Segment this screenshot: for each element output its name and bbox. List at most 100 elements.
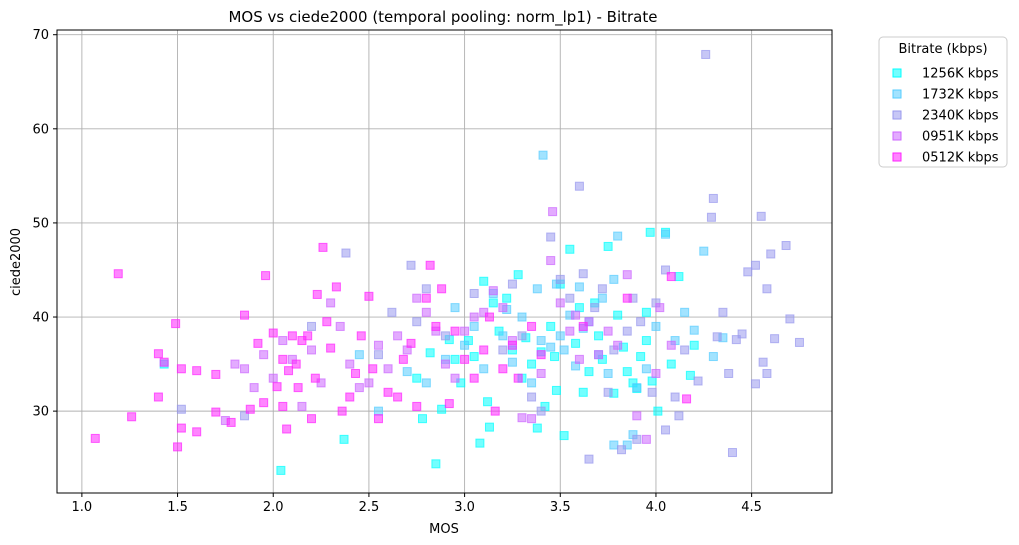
data-point [781,241,791,251]
data-point [532,284,542,294]
data-point [307,321,317,331]
data-point [498,303,508,313]
data-point [565,293,575,303]
data-point [460,326,470,336]
legend-label: 1732K kbps [922,88,999,103]
data-point [685,370,695,380]
data-point [498,345,508,355]
data-point [661,265,671,275]
data-point [578,387,588,397]
data-point [354,383,364,393]
data-point [559,431,569,441]
data-point [584,367,594,377]
y-tick-label: 50 [32,216,49,231]
data-point [303,331,313,341]
data-point [613,231,623,241]
data-point [507,357,517,367]
data-point [127,412,137,422]
data-point [706,212,716,222]
data-point [724,368,734,378]
data-point [718,307,728,317]
data-point [609,440,619,450]
data-point [393,392,403,402]
x-tick-label: 4.0 [646,500,667,515]
data-point [574,181,584,191]
data-point [240,364,250,374]
x-tick-label: 3.0 [454,500,475,515]
data-point [655,303,665,313]
data-point [507,340,517,350]
data-point [551,385,561,395]
data-point [249,383,259,393]
data-point [758,357,768,367]
data-point [479,345,489,355]
data-point [354,350,364,360]
data-point [450,303,460,313]
data-point [364,378,374,388]
data-point [731,335,741,345]
data-point [651,368,661,378]
data-point [770,334,780,344]
data-point [574,282,584,292]
data-point [159,357,169,367]
data-point [226,417,236,427]
data-point [594,350,604,360]
legend-marker [892,110,902,120]
data-point [113,269,123,279]
legend-label: 0951K kbps [922,130,999,145]
data-point [335,321,345,331]
data-point [689,325,699,335]
data-point [479,276,489,286]
data-point [532,423,542,433]
data-point [680,345,690,355]
data-point [211,407,221,417]
data-point [398,354,408,364]
x-tick-label: 2.5 [359,500,380,515]
data-point [603,387,613,397]
data-point [578,269,588,279]
data-point [661,229,671,239]
data-point [431,321,441,331]
legend-label: 1256K kbps [922,67,999,82]
data-point [278,354,288,364]
data-point [192,366,202,376]
data-point [762,368,772,378]
data-point [278,401,288,411]
data-point [307,345,317,355]
data-point [484,422,494,432]
data-point [622,293,632,303]
data-point [661,425,671,435]
data-point [444,399,454,409]
data-point [450,373,460,383]
data-point [546,342,556,352]
legend-marker [892,89,902,99]
data-point [402,367,412,377]
chart-title: MOS vs ciede2000 (temporal pooling: norm… [228,8,657,27]
data-point [555,331,565,341]
data-point [437,404,447,414]
data-point [479,307,489,317]
data-point [594,331,604,341]
y-axis-label: ciede2000 [9,228,24,296]
data-point [584,454,594,464]
x-tick-label: 1.5 [167,500,188,515]
data-point [259,398,269,408]
legend-box [878,36,1008,168]
data-point [603,241,613,251]
data-point [90,433,100,443]
data-point [536,336,546,346]
data-point [387,307,397,317]
data-point [574,354,584,364]
data-point [253,338,263,348]
data-point [412,293,422,303]
data-point [475,438,485,448]
data-point [318,242,328,252]
data-point [406,338,416,348]
data-point [762,284,772,294]
data-point [597,284,607,294]
data-point [785,314,795,324]
y-tick-label: 60 [32,122,49,137]
data-point [421,378,431,388]
data-point [708,193,718,203]
data-point [368,364,378,374]
